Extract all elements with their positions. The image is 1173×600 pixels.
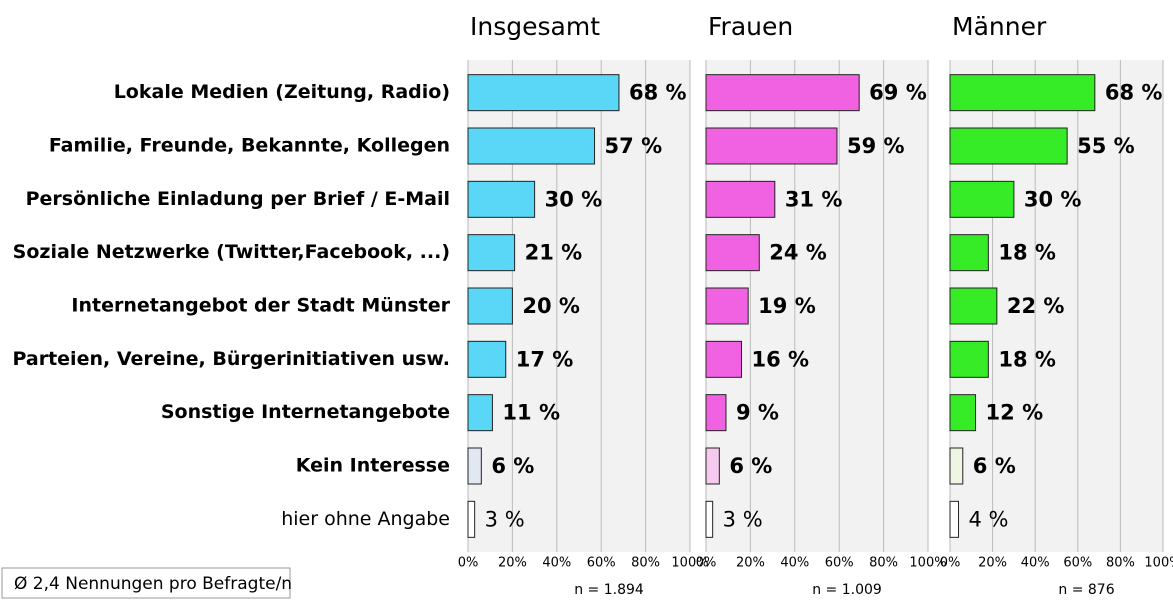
value-label: 3 %	[723, 507, 763, 531]
bar	[467, 74, 620, 112]
category-label: Familie, Freunde, Bekannte, Kollegen	[49, 135, 450, 157]
panel-title: Insgesamt	[470, 12, 600, 41]
bar	[705, 74, 860, 112]
value-label: 6 %	[491, 454, 534, 478]
footnote-box	[1, 567, 291, 599]
bar	[705, 287, 749, 325]
bar	[949, 447, 964, 485]
sample-size: n = 876	[1058, 582, 1114, 598]
value-label: 68 %	[1105, 81, 1163, 105]
x-tick-label: 0%	[458, 556, 479, 571]
category-label: Kein Interesse	[296, 455, 450, 477]
bar	[949, 287, 998, 325]
value-label: 19 %	[758, 294, 816, 318]
bar	[467, 127, 596, 165]
sample-size: n = 1.009	[812, 582, 882, 598]
category-label: Parteien, Vereine, Bürgerinitiativen usw…	[12, 348, 450, 370]
x-tick-label: 20%	[736, 556, 765, 571]
bar	[705, 500, 714, 538]
value-label: 30 %	[1024, 187, 1082, 211]
bar	[949, 394, 977, 432]
value-label: 9 %	[736, 401, 779, 425]
x-tick-label: 80%	[1106, 556, 1135, 571]
category-label: Lokale Medien (Zeitung, Radio)	[114, 81, 450, 103]
x-tick-label: 20%	[498, 556, 527, 571]
x-tick-label: 60%	[587, 556, 616, 571]
value-label: 30 %	[545, 187, 603, 211]
bar	[949, 74, 1096, 112]
footnote: Ø 2,4 Nennungen pro Befragte/n	[14, 574, 292, 594]
bar	[705, 180, 776, 218]
x-tick-label: 40%	[542, 556, 571, 571]
category-label: Persönliche Einladung per Brief / E-Mail	[26, 188, 450, 210]
value-label: 55 %	[1077, 134, 1135, 158]
x-tick-label: 100%	[671, 556, 708, 571]
x-tick-label: 40%	[1021, 556, 1050, 571]
bar	[705, 127, 838, 165]
value-label: 6 %	[729, 454, 772, 478]
value-label: 69 %	[869, 81, 927, 105]
bar	[467, 500, 476, 538]
x-tick-label: 20%	[978, 556, 1007, 571]
x-tick-label: 0%	[940, 556, 961, 571]
category-label: Sonstige Internetangebote	[161, 401, 450, 423]
bar	[949, 127, 1068, 165]
value-label: 17 %	[516, 347, 574, 371]
value-label: 4 %	[969, 507, 1009, 531]
value-label: 24 %	[769, 241, 827, 265]
value-label: 68 %	[629, 81, 687, 105]
value-label: 16 %	[752, 347, 810, 371]
x-tick-label: 0%	[696, 556, 717, 571]
value-label: 6 %	[973, 454, 1016, 478]
bar	[949, 340, 989, 378]
bar	[949, 500, 960, 538]
value-label: 18 %	[998, 347, 1056, 371]
value-label: 59 %	[847, 134, 905, 158]
panel-title: Männer	[952, 12, 1047, 41]
value-label: 21 %	[525, 241, 583, 265]
panel-title: Frauen	[708, 12, 793, 41]
x-tick-label: 80%	[631, 556, 660, 571]
x-tick-label: 80%	[869, 556, 898, 571]
bar	[949, 180, 1015, 218]
category-label: hier ohne Angabe	[281, 508, 450, 530]
value-label: 11 %	[502, 401, 560, 425]
bar	[949, 234, 989, 272]
x-tick-label: 60%	[1063, 556, 1092, 571]
value-label: 57 %	[605, 134, 663, 158]
bar	[705, 394, 727, 432]
bar	[705, 340, 743, 378]
value-label: 20 %	[522, 294, 580, 318]
bar	[467, 340, 507, 378]
bar	[705, 447, 720, 485]
x-tick-label: 100%	[909, 556, 946, 571]
bar	[467, 287, 513, 325]
sample-size: n = 1.894	[574, 582, 644, 598]
category-label: Internetangebot der Stadt Münster	[71, 295, 450, 317]
value-label: 18 %	[998, 241, 1056, 265]
value-label: 22 %	[1007, 294, 1065, 318]
x-tick-label: 100%	[1144, 556, 1173, 571]
bar	[467, 234, 516, 272]
category-label: Soziale Netzwerke (Twitter,Facebook, ...…	[13, 241, 450, 263]
bar	[467, 180, 536, 218]
x-tick-label: 60%	[825, 556, 854, 571]
bar	[467, 394, 493, 432]
value-label: 3 %	[485, 507, 525, 531]
value-label: 31 %	[785, 187, 843, 211]
value-label: 12 %	[986, 401, 1044, 425]
bar	[705, 234, 760, 272]
x-tick-label: 40%	[780, 556, 809, 571]
bar	[467, 447, 482, 485]
